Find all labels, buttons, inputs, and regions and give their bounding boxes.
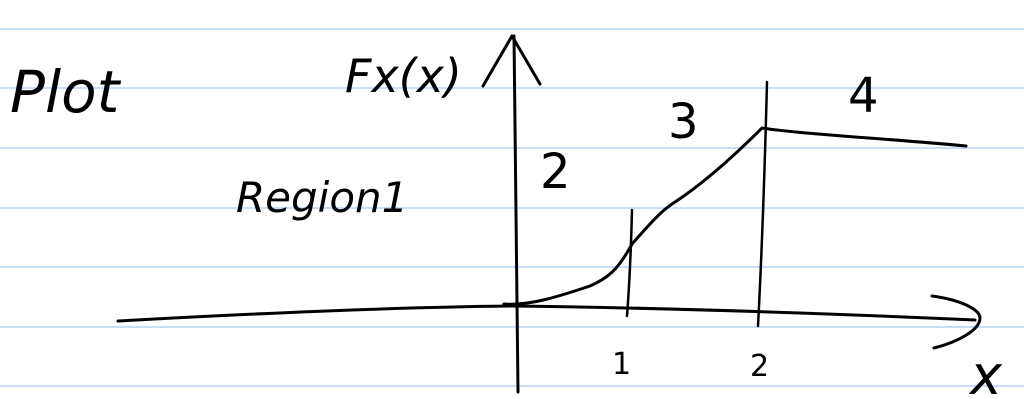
tick-label-2: 2: [750, 349, 769, 384]
y-axis-label: Fx(x): [345, 49, 462, 103]
region-number-4: 4: [848, 68, 879, 124]
ruled-lines: [0, 28, 1024, 387]
region-label: Region1: [236, 173, 408, 222]
y-axis-line: [512, 34, 520, 394]
region-number-3: 3: [668, 94, 699, 150]
x-axis-label: x: [968, 344, 1003, 399]
y-axis-arrowhead: [481, 34, 542, 88]
cdf-curve: [502, 126, 968, 306]
region-number-2: 2: [540, 144, 571, 200]
tick-label-1: 1: [612, 347, 631, 382]
boundary-line-x2: [756, 80, 769, 328]
boundary-line-x1: [625, 208, 634, 318]
page-title: Plot: [10, 58, 122, 126]
x-axis-arrowhead: [930, 294, 982, 350]
x-axis-line: [116, 304, 977, 323]
